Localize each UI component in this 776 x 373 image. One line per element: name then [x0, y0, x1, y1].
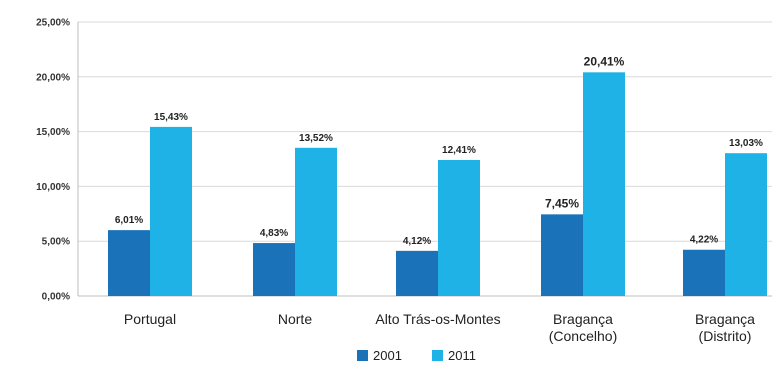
legend-swatch-2011 [432, 350, 443, 361]
bar-2011-0 [150, 126, 192, 296]
bar-2001-0 [108, 230, 150, 296]
data-label: 13,03% [729, 138, 763, 149]
y-tick-label: 20,00% [36, 72, 70, 83]
y-tick-label: 5,00% [42, 237, 70, 248]
x-tick-label: Portugal [124, 311, 176, 327]
bar-2011-3 [583, 72, 625, 296]
y-tick-label: 25,00% [36, 18, 70, 29]
bar-2001-3 [541, 214, 583, 296]
data-label: 4,83% [260, 228, 288, 239]
bar-2011-1 [295, 147, 337, 296]
data-label: 4,12% [403, 236, 431, 247]
bar-2001-4 [683, 249, 725, 296]
data-label: 12,41% [442, 145, 476, 156]
data-label: 4,22% [690, 235, 718, 246]
y-tick-label: 0,00% [42, 292, 70, 303]
legend-swatch-2001 [357, 350, 368, 361]
x-tick-label: (Distrito) [699, 328, 752, 344]
bar-2011-2 [438, 159, 480, 296]
y-tick-label: 10,00% [36, 182, 70, 193]
y-tick-label: 15,00% [36, 127, 70, 138]
bar-2001-1 [253, 243, 295, 296]
data-label: 6,01% [115, 215, 143, 226]
legend-label: 2001 [373, 348, 402, 363]
legend-label: 2011 [448, 348, 476, 363]
bar-2001-2 [396, 250, 438, 296]
data-label: 20,41% [584, 54, 625, 68]
data-label: 7,45% [545, 196, 579, 210]
x-tick-label: Alto Trás-os-Montes [375, 311, 500, 327]
data-label: 13,52% [299, 133, 333, 144]
bar-2011-4 [725, 153, 767, 296]
x-tick-label: Bragança [553, 311, 613, 327]
data-label: 15,43% [154, 112, 188, 123]
x-tick-label: Norte [278, 311, 312, 327]
x-tick-label: Bragança [695, 311, 755, 327]
x-tick-label: (Concelho) [549, 328, 617, 344]
